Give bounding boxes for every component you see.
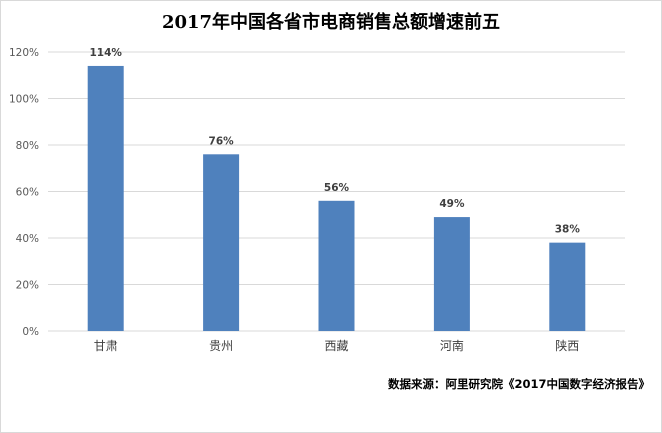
x-category-label: 甘肃 xyxy=(94,339,118,353)
x-category-label: 西藏 xyxy=(324,339,348,353)
bar xyxy=(318,200,355,331)
bar xyxy=(549,242,586,331)
y-axis-ticks: 0% 20% 40% 60% 80% 100% 120% xyxy=(9,47,39,338)
y-tick-label: 120% xyxy=(9,47,39,59)
x-category-label: 陕西 xyxy=(555,338,579,353)
data-label: 114% xyxy=(89,47,122,59)
x-axis-categories: 甘肃 贵州 西藏 河南 陕西 xyxy=(94,338,580,353)
data-label: 56% xyxy=(324,182,350,194)
y-tick-label: 0% xyxy=(22,326,39,338)
y-tick-label: 80% xyxy=(16,140,39,152)
x-category-label: 河南 xyxy=(440,338,464,353)
chart-title: 2017年中国各省市电商销售总额增速前五 xyxy=(161,12,501,33)
source-note: 数据来源：阿里研究院《2017中国数字经济报告》 xyxy=(387,377,650,391)
data-label: 49% xyxy=(439,198,465,210)
y-tick-label: 20% xyxy=(16,280,39,292)
y-tick-label: 100% xyxy=(9,94,39,106)
bars xyxy=(87,65,586,331)
y-tick-label: 60% xyxy=(16,187,39,199)
data-label: 76% xyxy=(209,135,235,147)
bar xyxy=(433,217,470,331)
bar xyxy=(87,65,124,331)
y-tick-label: 40% xyxy=(16,233,39,245)
bar xyxy=(203,154,240,331)
x-category-label: 贵州 xyxy=(209,339,233,353)
data-labels: 114% 76% 56% 49% 38% xyxy=(89,47,580,236)
data-label: 38% xyxy=(555,224,581,236)
